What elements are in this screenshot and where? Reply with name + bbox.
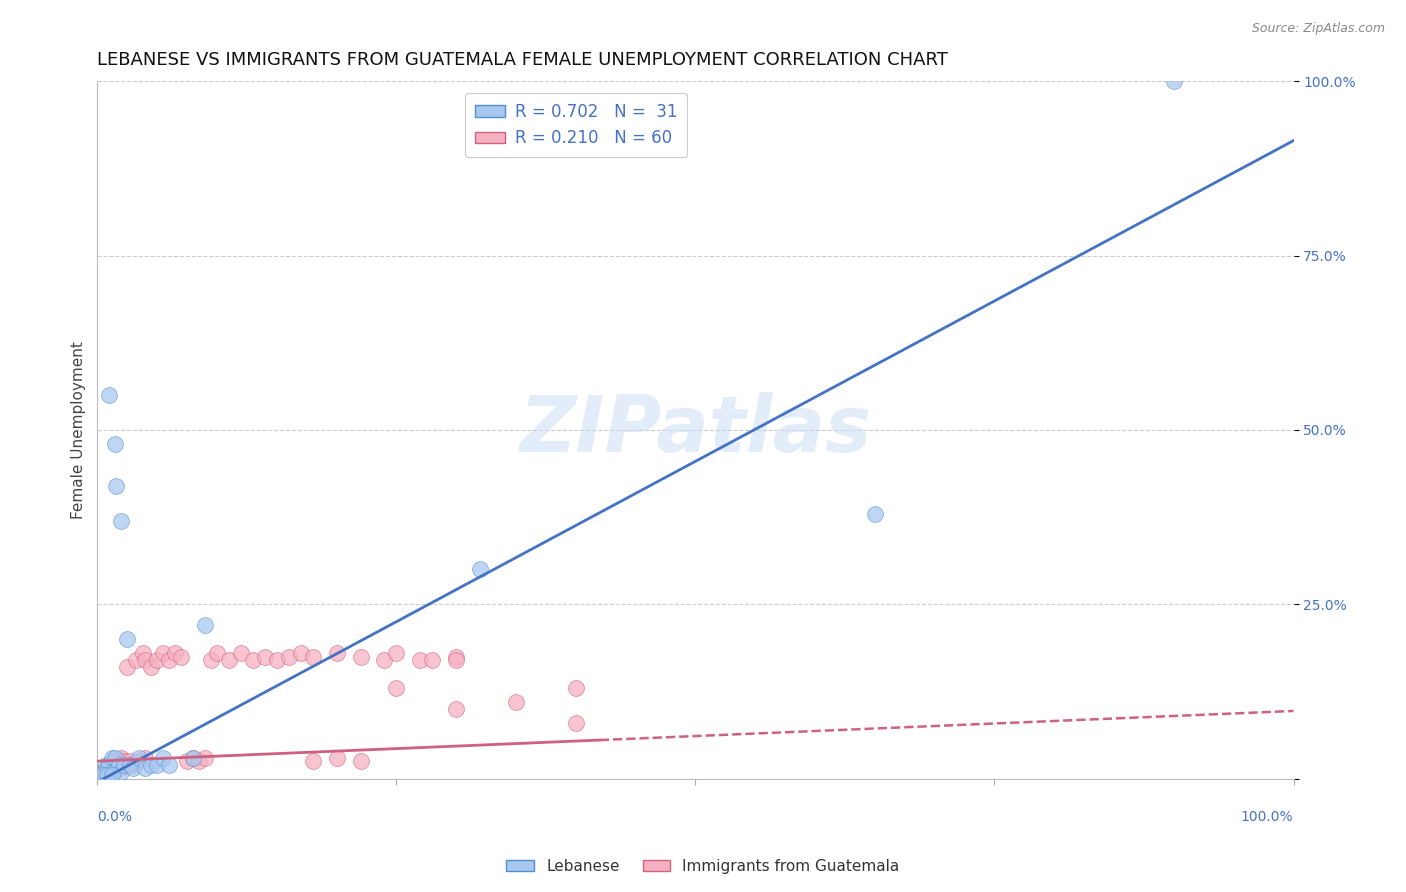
Point bbox=[349, 649, 371, 664]
Point bbox=[181, 750, 204, 764]
Point bbox=[118, 754, 141, 768]
Point bbox=[97, 764, 120, 779]
Point bbox=[200, 653, 222, 667]
Point bbox=[100, 768, 122, 782]
Point bbox=[96, 768, 118, 782]
Point bbox=[385, 681, 408, 695]
Point bbox=[301, 649, 323, 664]
Point bbox=[96, 763, 118, 777]
Point bbox=[194, 618, 217, 632]
Point bbox=[141, 757, 163, 772]
Point bbox=[98, 761, 121, 775]
Point bbox=[146, 653, 169, 667]
Point bbox=[444, 653, 467, 667]
Point bbox=[205, 646, 228, 660]
Point bbox=[98, 388, 121, 402]
Point bbox=[134, 653, 156, 667]
Point bbox=[176, 754, 198, 768]
Point bbox=[104, 437, 127, 451]
Point bbox=[253, 649, 276, 664]
Point bbox=[349, 754, 371, 768]
Point bbox=[325, 646, 347, 660]
Point bbox=[128, 750, 150, 764]
Point bbox=[110, 750, 132, 764]
Point bbox=[110, 761, 132, 775]
Point bbox=[277, 649, 299, 664]
Point bbox=[112, 754, 135, 768]
Text: LEBANESE VS IMMIGRANTS FROM GUATEMALA FEMALE UNEMPLOYMENT CORRELATION CHART: LEBANESE VS IMMIGRANTS FROM GUATEMALA FE… bbox=[97, 51, 948, 69]
Point bbox=[242, 653, 264, 667]
Text: ZIPatlas: ZIPatlas bbox=[519, 392, 872, 468]
Point bbox=[565, 715, 588, 730]
Point bbox=[218, 653, 240, 667]
Point bbox=[565, 681, 588, 695]
Text: 0.0%: 0.0% bbox=[97, 810, 132, 824]
Point bbox=[108, 757, 131, 772]
Legend: R = 0.702   N =  31, R = 0.210   N = 60: R = 0.702 N = 31, R = 0.210 N = 60 bbox=[464, 93, 688, 158]
Point bbox=[188, 754, 211, 768]
Point bbox=[194, 750, 217, 764]
Point bbox=[117, 660, 139, 674]
Point bbox=[118, 757, 141, 772]
Point bbox=[104, 757, 127, 772]
Point bbox=[325, 750, 347, 764]
Point bbox=[117, 632, 139, 647]
Point bbox=[110, 514, 132, 528]
Point bbox=[105, 479, 128, 493]
Point bbox=[420, 653, 443, 667]
Point bbox=[505, 695, 527, 709]
Point bbox=[863, 507, 886, 521]
Point bbox=[100, 750, 122, 764]
Point bbox=[91, 764, 114, 779]
Point bbox=[94, 766, 117, 780]
Point bbox=[141, 660, 163, 674]
Point bbox=[468, 562, 491, 576]
Point bbox=[128, 754, 150, 768]
Point bbox=[101, 764, 124, 779]
Point bbox=[96, 761, 118, 775]
Point bbox=[152, 750, 174, 764]
Point bbox=[409, 653, 432, 667]
Point bbox=[229, 646, 252, 660]
Point bbox=[146, 757, 169, 772]
Point bbox=[105, 754, 128, 768]
Point bbox=[134, 761, 156, 775]
Point bbox=[170, 649, 193, 664]
Point bbox=[266, 653, 288, 667]
Point bbox=[124, 653, 146, 667]
Point bbox=[91, 764, 114, 779]
Text: Source: ZipAtlas.com: Source: ZipAtlas.com bbox=[1251, 22, 1385, 36]
Point bbox=[112, 757, 135, 772]
Point bbox=[94, 757, 117, 772]
Point bbox=[157, 653, 180, 667]
Point bbox=[1163, 74, 1185, 88]
Point bbox=[132, 646, 155, 660]
Point bbox=[152, 646, 174, 660]
Point bbox=[104, 750, 127, 764]
Point bbox=[117, 757, 139, 772]
Point bbox=[444, 702, 467, 716]
Y-axis label: Female Unemployment: Female Unemployment bbox=[72, 341, 86, 519]
Text: 100.0%: 100.0% bbox=[1241, 810, 1294, 824]
Point bbox=[134, 750, 156, 764]
Legend: Lebanese, Immigrants from Guatemala: Lebanese, Immigrants from Guatemala bbox=[501, 853, 905, 880]
Point bbox=[100, 764, 122, 779]
Point bbox=[290, 646, 312, 660]
Point bbox=[165, 646, 187, 660]
Point bbox=[122, 761, 145, 775]
Point bbox=[98, 757, 121, 772]
Point bbox=[122, 757, 145, 772]
Point bbox=[104, 759, 127, 773]
Point bbox=[181, 750, 204, 764]
Point bbox=[157, 757, 180, 772]
Point bbox=[373, 653, 395, 667]
Point bbox=[101, 761, 124, 775]
Point bbox=[108, 757, 131, 772]
Point bbox=[110, 764, 132, 779]
Point bbox=[444, 649, 467, 664]
Point bbox=[91, 768, 114, 782]
Point bbox=[301, 754, 323, 768]
Point bbox=[385, 646, 408, 660]
Point bbox=[98, 757, 121, 772]
